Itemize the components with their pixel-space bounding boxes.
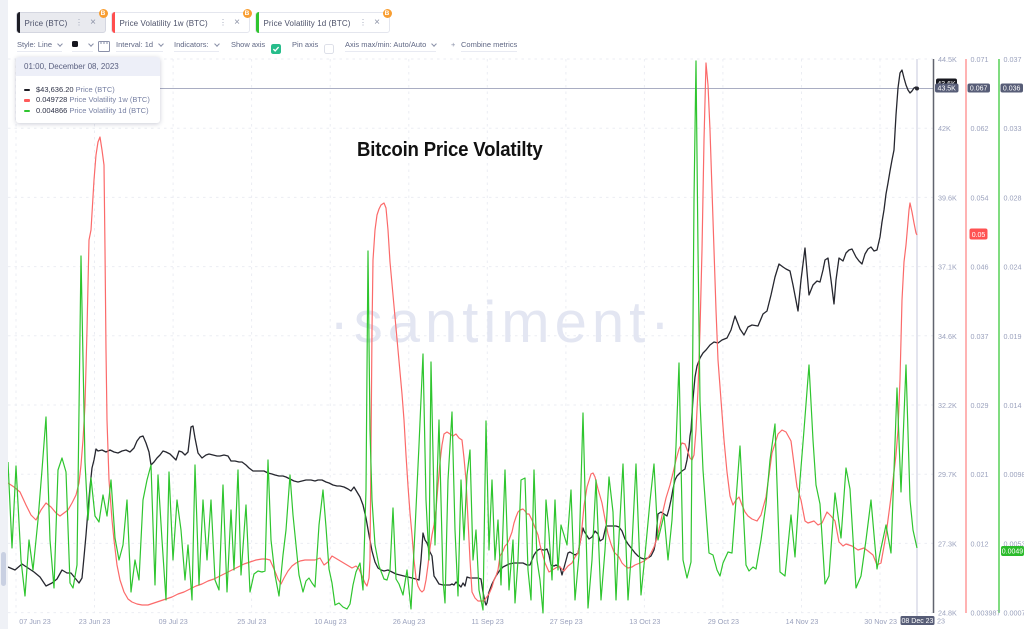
- svg-text:43.5K: 43.5K: [938, 86, 957, 93]
- svg-text:0.021: 0.021: [971, 470, 989, 479]
- svg-text:·santiment·: ·santiment·: [329, 290, 674, 355]
- svg-text:0.071: 0.071: [971, 55, 989, 64]
- svg-text:0.00072: 0.00072: [1004, 609, 1024, 618]
- svg-text:0.0053: 0.0053: [1004, 539, 1024, 548]
- svg-text:0.046: 0.046: [971, 263, 989, 272]
- svg-text:07 Jun 23: 07 Jun 23: [19, 617, 51, 626]
- svg-text:25 Jul 23: 25 Jul 23: [237, 617, 266, 626]
- svg-text:11 Sep 23: 11 Sep 23: [471, 617, 503, 626]
- svg-text:0.003987: 0.003987: [971, 609, 1001, 618]
- svg-text:0.0049: 0.0049: [1002, 549, 1024, 556]
- svg-text:26 Aug 23: 26 Aug 23: [393, 617, 425, 626]
- svg-text:23 Jun 23: 23 Jun 23: [79, 617, 111, 626]
- svg-text:30 Nov 23: 30 Nov 23: [864, 617, 897, 626]
- svg-text:44.5K: 44.5K: [938, 55, 957, 64]
- svg-text:0.05: 0.05: [972, 232, 986, 239]
- svg-text:42K: 42K: [938, 124, 951, 133]
- svg-text:29 Oct 23: 29 Oct 23: [708, 617, 739, 626]
- svg-text:0.0098: 0.0098: [1004, 470, 1024, 479]
- svg-text:10 Aug 23: 10 Aug 23: [314, 617, 346, 626]
- svg-text:0.029: 0.029: [971, 401, 989, 410]
- svg-text:0.019: 0.019: [1004, 332, 1022, 341]
- svg-text:27.3K: 27.3K: [938, 539, 957, 548]
- svg-text:08 Dec 23: 08 Dec 23: [902, 618, 934, 625]
- svg-text:23: 23: [937, 617, 945, 626]
- svg-text:0.033: 0.033: [1004, 124, 1022, 133]
- svg-text:24.8K: 24.8K: [938, 609, 957, 618]
- svg-text:29.7K: 29.7K: [938, 470, 957, 479]
- svg-text:0.037: 0.037: [971, 332, 989, 341]
- svg-text:32.2K: 32.2K: [938, 401, 957, 410]
- svg-text:0.028: 0.028: [1004, 193, 1022, 202]
- svg-text:0.036: 0.036: [1003, 86, 1021, 93]
- svg-text:13 Oct 23: 13 Oct 23: [629, 617, 660, 626]
- svg-text:0.054: 0.054: [971, 193, 989, 202]
- svg-text:37.1K: 37.1K: [938, 263, 957, 272]
- svg-text:0.037: 0.037: [1004, 55, 1022, 64]
- svg-text:09 Jul 23: 09 Jul 23: [159, 617, 188, 626]
- svg-text:0.012: 0.012: [971, 539, 989, 548]
- svg-text:39.6K: 39.6K: [938, 193, 957, 202]
- svg-text:27 Sep 23: 27 Sep 23: [550, 617, 583, 626]
- svg-text:0.062: 0.062: [971, 124, 989, 133]
- svg-text:0.024: 0.024: [1004, 263, 1022, 272]
- svg-text:0.014: 0.014: [1004, 401, 1022, 410]
- svg-text:14 Nov 23: 14 Nov 23: [786, 617, 819, 626]
- svg-text:0.067: 0.067: [970, 86, 988, 93]
- svg-text:34.6K: 34.6K: [938, 332, 957, 341]
